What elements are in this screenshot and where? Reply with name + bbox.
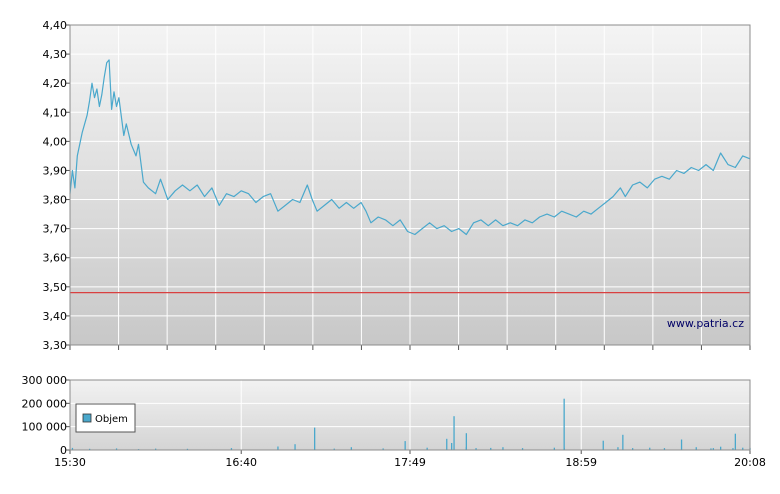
volume-y-tick-label: 100 000 bbox=[22, 421, 68, 434]
price-y-tick-label: 3,90 bbox=[43, 164, 68, 177]
price-y-tick-label: 3,60 bbox=[43, 252, 68, 265]
volume-bar bbox=[451, 443, 453, 450]
volume-bar bbox=[404, 441, 406, 450]
volume-bar bbox=[649, 447, 651, 450]
volume-panel: 0 100 000 200 000 300 000 15:30 16:40 17:49 18… bbox=[22, 374, 766, 469]
price-series-line bbox=[69, 59, 751, 236]
volume-bar bbox=[314, 427, 316, 450]
volume-bar bbox=[465, 433, 467, 450]
price-y-tick-label: 3,50 bbox=[43, 281, 68, 294]
volume-bar bbox=[680, 439, 683, 450]
volume-bar bbox=[632, 448, 634, 450]
volume-x-axis: 15:30 16:40 17:49 18:59 20:08 bbox=[54, 450, 766, 469]
volume-x-tick-label: 16:40 bbox=[225, 456, 257, 469]
volume-plot-frame bbox=[69, 379, 751, 451]
volume-bar bbox=[350, 447, 352, 450]
volume-bar bbox=[734, 433, 736, 450]
volume-x-tick-label: 18:59 bbox=[565, 456, 597, 469]
volume-bar bbox=[333, 448, 335, 450]
volume-bar bbox=[453, 416, 455, 450]
price-y-tick-label: 4,30 bbox=[43, 48, 68, 61]
volume-legend: Objem bbox=[75, 403, 136, 433]
volume-bar bbox=[382, 448, 384, 450]
legend-swatch-icon bbox=[82, 413, 92, 423]
price-y-tick-label: 3,80 bbox=[43, 194, 68, 207]
volume-bars bbox=[71, 398, 751, 450]
price-y-tick-label: 3,30 bbox=[43, 339, 68, 352]
volume-bar bbox=[502, 447, 504, 450]
volume-bar bbox=[490, 447, 492, 450]
price-y-tick-label: 4,10 bbox=[43, 106, 68, 119]
volume-bar bbox=[155, 448, 157, 450]
price-panel: 3,30 3,40 3,50 3,60 3,70 3,80 3,90 4,00 4,10 4,20… bbox=[43, 19, 751, 352]
volume-bar bbox=[521, 448, 524, 450]
volume-bar bbox=[115, 448, 118, 450]
volume-bar bbox=[663, 448, 666, 450]
price-y-tick-label: 4,40 bbox=[43, 19, 68, 32]
price-plot-frame bbox=[69, 24, 751, 346]
volume-x-tick-label: 20:08 bbox=[734, 456, 766, 469]
volume-bar bbox=[277, 446, 279, 450]
volume-y-tick-label: 200 000 bbox=[22, 397, 68, 410]
volume-bar bbox=[294, 444, 296, 450]
price-y-tick-label: 4,20 bbox=[43, 77, 68, 90]
volume-x-tick-label: 15:30 bbox=[54, 456, 86, 469]
volume-bar bbox=[426, 447, 428, 450]
volume-bar bbox=[89, 448, 91, 450]
watermark-text: www.patria.cz bbox=[667, 317, 744, 330]
volume-bar bbox=[475, 448, 477, 450]
price-y-tick-label: 3,70 bbox=[43, 223, 68, 236]
volume-bar bbox=[710, 448, 712, 450]
price-grid bbox=[69, 24, 751, 346]
price-y-tick-label: 4,00 bbox=[43, 135, 68, 148]
volume-bar bbox=[446, 438, 448, 450]
volume-bar bbox=[563, 398, 565, 450]
volume-bar bbox=[742, 447, 744, 450]
volume-bar bbox=[602, 440, 604, 450]
price-y-tick-label: 3,40 bbox=[43, 310, 68, 323]
volume-bar bbox=[553, 447, 555, 450]
volume-y-axis: 0 100 000 200 000 300 000 bbox=[22, 374, 70, 457]
price-y-axis: 3,30 3,40 3,50 3,60 3,70 3,80 3,90 4,00 4,10 4,20… bbox=[43, 19, 70, 352]
volume-bar bbox=[712, 448, 714, 450]
volume-bar bbox=[622, 434, 624, 450]
volume-bar bbox=[617, 447, 619, 450]
legend-label: Objem bbox=[95, 414, 128, 425]
volume-y-tick-label: 300 000 bbox=[22, 374, 68, 387]
volume-bar bbox=[186, 448, 189, 450]
volume-bar bbox=[720, 446, 722, 450]
volume-x-tick-label: 17:49 bbox=[394, 456, 426, 469]
price-x-axis bbox=[69, 345, 751, 350]
volume-bar bbox=[732, 448, 734, 450]
volume-bar bbox=[230, 448, 233, 450]
volume-y-tick-label: 0 bbox=[60, 444, 67, 457]
volume-bar bbox=[71, 447, 74, 450]
volume-bar bbox=[695, 447, 697, 450]
